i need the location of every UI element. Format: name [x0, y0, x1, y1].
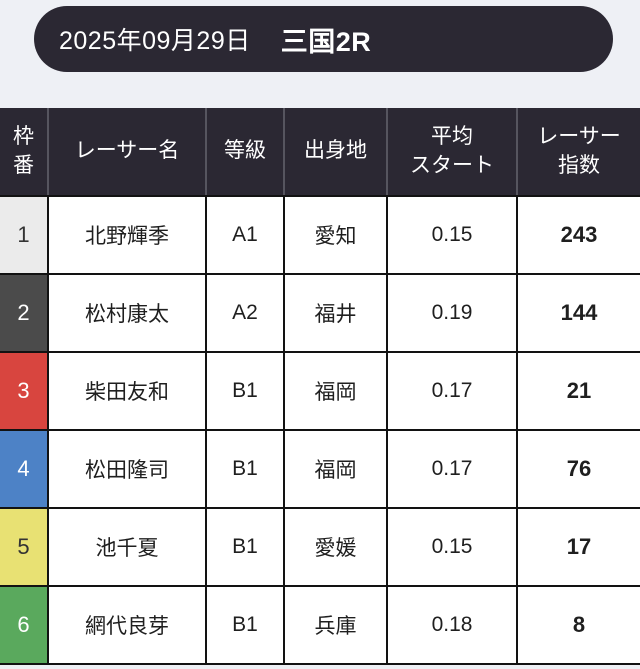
column-header-racer-name: レーサー名 [47, 108, 207, 197]
racer-name-cell: 松村康太 [47, 273, 207, 353]
column-header-racer-index: レーサー 指数 [516, 108, 640, 197]
racer-name-cell: 松田隆司 [47, 429, 207, 509]
grade-cell: B1 [205, 507, 285, 587]
grade-cell: B1 [205, 585, 285, 665]
racer-index-cell: 144 [516, 273, 640, 353]
table-row: 2 松村康太 A2 福井 0.19 144 [0, 273, 640, 353]
origin-cell: 愛媛 [283, 507, 388, 587]
racer-name-cell: 網代良芽 [47, 585, 207, 665]
frame-number-cell: 5 [0, 507, 49, 587]
table-row: 5 池千夏 B1 愛媛 0.15 17 [0, 507, 640, 587]
avg-start-cell: 0.15 [386, 195, 518, 275]
racer-index-cell: 8 [516, 585, 640, 665]
frame-number-cell: 1 [0, 195, 49, 275]
racer-index-cell: 17 [516, 507, 640, 587]
table-row: 6 網代良芽 B1 兵庫 0.18 8 [0, 585, 640, 665]
racer-table-header: 枠 番 レーサー名 等級 出身地 平均 スタート レーサー 指数 [0, 108, 640, 197]
racer-index-cell: 243 [516, 195, 640, 275]
origin-cell: 福岡 [283, 351, 388, 431]
racer-index-cell: 21 [516, 351, 640, 431]
table-row: 1 北野輝季 A1 愛知 0.15 243 [0, 195, 640, 275]
origin-cell: 福岡 [283, 429, 388, 509]
avg-start-cell: 0.15 [386, 507, 518, 587]
grade-cell: B1 [205, 351, 285, 431]
race-date: 2025年09月29日 [59, 27, 251, 55]
origin-cell: 福井 [283, 273, 388, 353]
column-header-origin: 出身地 [283, 108, 388, 197]
avg-start-cell: 0.17 [386, 351, 518, 431]
frame-number-cell: 3 [0, 351, 49, 431]
grade-cell: B1 [205, 429, 285, 509]
origin-cell: 愛知 [283, 195, 388, 275]
racer-table: 枠 番 レーサー名 等級 出身地 平均 スタート レーサー 指数 1 北野輝季 … [0, 108, 640, 665]
column-header-avg-start: 平均 スタート [386, 108, 518, 197]
avg-start-cell: 0.18 [386, 585, 518, 665]
avg-start-cell: 0.19 [386, 273, 518, 353]
table-row: 4 松田隆司 B1 福岡 0.17 76 [0, 429, 640, 509]
racer-name-cell: 池千夏 [47, 507, 207, 587]
column-header-frame: 枠 番 [0, 108, 49, 197]
grade-cell: A1 [205, 195, 285, 275]
frame-number-cell: 4 [0, 429, 49, 509]
race-header-banner: 2025年09月29日 三国2R [34, 6, 613, 72]
grade-cell: A2 [205, 273, 285, 353]
table-row: 3 柴田友和 B1 福岡 0.17 21 [0, 351, 640, 431]
column-header-grade: 等級 [205, 108, 285, 197]
race-title: 三国2R [280, 26, 372, 57]
racer-name-cell: 柴田友和 [47, 351, 207, 431]
frame-number-cell: 6 [0, 585, 49, 665]
frame-number-cell: 2 [0, 273, 49, 353]
racer-name-cell: 北野輝季 [47, 195, 207, 275]
avg-start-cell: 0.17 [386, 429, 518, 509]
origin-cell: 兵庫 [283, 585, 388, 665]
racer-index-cell: 76 [516, 429, 640, 509]
